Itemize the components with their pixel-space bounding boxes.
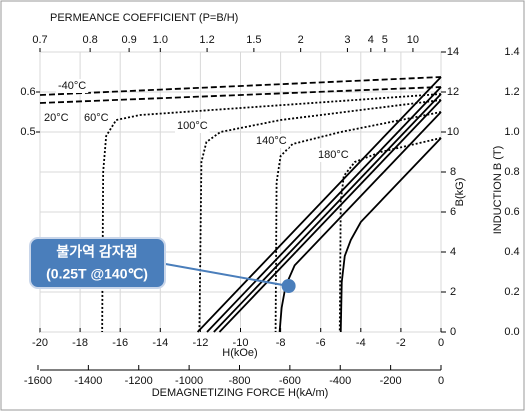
y2-tick-label: 0.0 [504, 326, 519, 338]
permeance-tick-label: 1.2 [199, 34, 214, 46]
intrinsic-curve [198, 99, 442, 333]
x-tick-label: -18 [72, 337, 88, 349]
annotation-connector [159, 262, 289, 287]
permeance-tick-label: 0.7 [32, 34, 47, 46]
x-tick-label: -2 [396, 337, 406, 349]
y-tick-label: 6 [450, 206, 456, 218]
intrinsic-curve [39, 76, 442, 96]
y-tick-label: 8 [450, 166, 456, 178]
x2-tick-label: -1200 [125, 375, 153, 387]
x-tick-label: -8 [276, 337, 286, 349]
normal-curve [213, 93, 442, 333]
y-tick-label: 10 [447, 126, 459, 138]
intrinsic-curve [274, 111, 442, 333]
y2-tick-label: 0.4 [504, 246, 519, 258]
permeance-label: PERMEANCE COEFFICIENT (P=B/H) [50, 12, 238, 24]
permeance-tick-label: 1.0 [153, 34, 168, 46]
permeance-tick-label: 1.5 [246, 34, 261, 46]
x-tick-label: -20 [32, 337, 48, 349]
y-tick-label: 12 [447, 86, 459, 98]
y-tick-label: 2 [450, 286, 456, 298]
annotation-point [281, 279, 296, 293]
permeance-tick-label: 0.6 [20, 86, 35, 98]
curve-label-bg [82, 111, 111, 125]
permeance-tick-label: 2 [298, 34, 304, 46]
normal-curve [339, 137, 442, 333]
curve-label-bg [175, 119, 210, 133]
curve-label: 60°C [84, 112, 109, 124]
annotation-box [29, 237, 166, 289]
curve-label: 140°C [256, 135, 287, 147]
y-axis-label: B(kG) [454, 178, 466, 207]
permeance-tick-label: 4 [368, 34, 374, 46]
x-tick-label: -6 [316, 337, 326, 349]
annotation-text: 불가역 감자점 [56, 244, 137, 260]
x-tick-label: -4 [356, 337, 366, 349]
x2-tick-label: -1400 [74, 375, 102, 387]
annotation-text: (0.25T @140℃) [46, 266, 148, 282]
curve-label-bg [56, 79, 89, 93]
normal-curve [218, 99, 442, 333]
y2-tick-label: 1.0 [504, 126, 519, 138]
y-tick-label: 4 [450, 246, 456, 258]
curve-label: -40°C [58, 80, 86, 92]
permeance-tick-label: 0.9 [121, 34, 136, 46]
normal-curve [206, 86, 442, 333]
y2-axis-label: INDUCTION B (T) [492, 146, 504, 235]
x2-tick-label: -400 [329, 375, 351, 387]
x-tick-label: -16 [112, 337, 128, 349]
x2-tick-label: -1000 [175, 375, 203, 387]
permeance-tick-label: 0.8 [82, 34, 97, 46]
x-tick-label: 0 [438, 337, 444, 349]
x-tick-label: -10 [233, 337, 249, 349]
y2-tick-label: 0.6 [504, 206, 519, 218]
permeance-tick-label: 5 [382, 34, 388, 46]
permeance-tick-label: 10 [407, 34, 419, 46]
curve-label: 180°C [318, 149, 349, 161]
y-tick-label: 0 [450, 326, 456, 338]
x2-axis-label: DEMAGNETIZING FORCE H(kA/m) [152, 387, 329, 399]
y2-tick-label: 0.2 [504, 286, 519, 298]
intrinsic-curve [39, 86, 442, 104]
x-axis-label: H(kOe) [222, 347, 257, 359]
normal-curve [196, 76, 442, 333]
curve-label: 100°C [177, 120, 208, 132]
x2-tick-label: -1600 [24, 375, 52, 387]
permeance-tick-label: 3 [344, 34, 350, 46]
x2-tick-label: -800 [228, 375, 250, 387]
intrinsic-curve [101, 93, 442, 333]
y-tick-label: 14 [447, 46, 459, 58]
y2-tick-label: 1.2 [504, 86, 519, 98]
x2-tick-label: 0 [438, 375, 444, 387]
y2-tick-label: 0.8 [504, 166, 519, 178]
permeance-tick-label: 0.5 [20, 126, 35, 138]
curve-label-bg [42, 111, 71, 125]
curve-label: 20°C [44, 112, 69, 124]
x2-tick-label: -200 [380, 375, 402, 387]
x-tick-label: -12 [192, 337, 208, 349]
x-tick-label: -14 [152, 337, 168, 349]
y2-tick-label: 1.4 [504, 46, 519, 58]
x2-tick-label: -600 [279, 375, 301, 387]
curve-label-bg [254, 134, 289, 148]
curve-label-bg [316, 148, 351, 162]
